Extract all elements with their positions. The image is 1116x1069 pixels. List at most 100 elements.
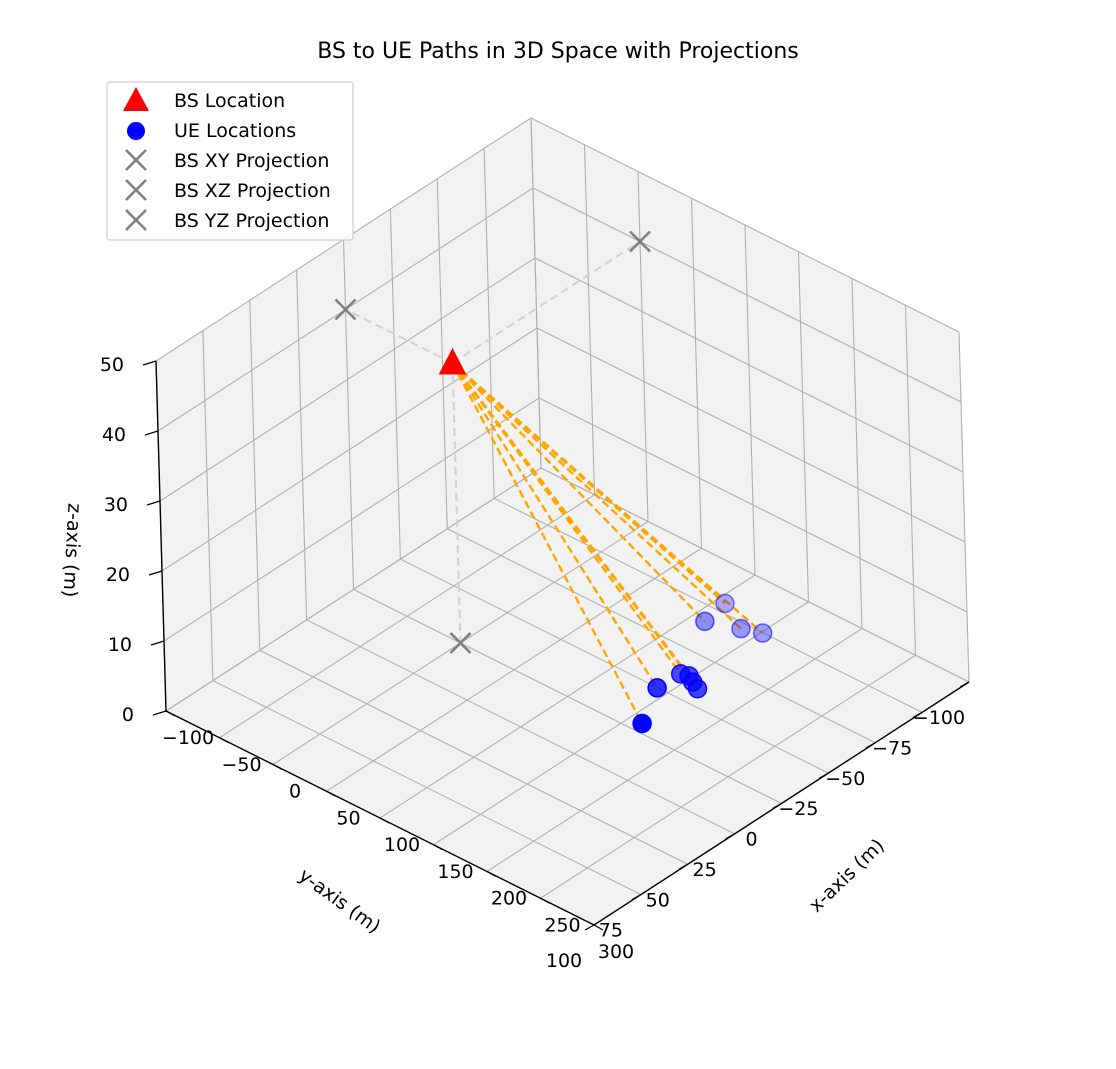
z-tick-label: 20: [106, 564, 130, 586]
bs-ue-path: [451, 362, 659, 689]
grid-line-x-wall: [904, 305, 917, 656]
legend-label: BS YZ Projection: [174, 210, 329, 232]
y-tick-mark: [819, 772, 829, 779]
grid-line-z-right-wall: [536, 327, 966, 543]
x-tick-mark: [486, 870, 497, 878]
y-tick-label: −25: [778, 798, 818, 820]
legend-label: UE Locations: [174, 120, 296, 142]
x-tick-mark: [165, 710, 176, 717]
x-tick-label: 200: [491, 888, 527, 910]
grid-line-x-wall: [744, 224, 756, 576]
projection-line-xy: [451, 362, 462, 644]
z-tick-label: 30: [104, 494, 128, 516]
bs-ue-paths: [451, 362, 764, 725]
grid-line-y-floor: [306, 619, 735, 835]
y-tick-mark: [912, 711, 923, 718]
grid-line-z-right-wall: [538, 397, 968, 613]
bs-marker-group: [438, 347, 467, 375]
legend-marker-projection: [125, 179, 147, 201]
grid-line-y-floor: [447, 528, 876, 744]
ue-marker: [632, 713, 652, 734]
z-axis-line: [155, 360, 167, 712]
grid-line-z-right-wall: [540, 467, 970, 683]
y-tick-mark: [631, 894, 642, 901]
grid-line-y-wall: [202, 330, 214, 681]
ue-markers: [632, 593, 773, 734]
y-tick-mark: [584, 924, 595, 931]
ue-marker: [731, 618, 751, 639]
grid-line-z-right-wall: [532, 187, 962, 403]
grid-line-x-wall: [797, 251, 810, 602]
legend-label: BS XY Projection: [174, 150, 329, 172]
z-tick-label: 50: [100, 354, 124, 376]
y-axis-label: y-axis (m): [295, 864, 385, 938]
grid-line-x-wall: [583, 144, 596, 495]
legend-marker-projection: [125, 209, 147, 231]
x-tick-label: −50: [221, 754, 261, 776]
grid-line-z-left-wall: [161, 327, 538, 572]
grid-line-y-floor: [212, 680, 642, 896]
grid-line-y-wall: [249, 300, 261, 651]
grid-line-z-left-wall: [165, 467, 542, 712]
y-tick-label: 50: [646, 889, 670, 911]
ue-marker: [687, 679, 708, 699]
bs-ue-path: [451, 362, 682, 675]
bs-ue-path: [451, 362, 706, 623]
x-tick-label: −100: [162, 727, 214, 749]
x-tick-mark: [272, 763, 283, 771]
x-tick-mark: [593, 924, 604, 931]
legend-marker-projection: [125, 149, 147, 171]
grid-line-z-right-wall: [534, 257, 964, 473]
z-tick-mark: [148, 570, 163, 576]
chart-title: BS to UE Paths in 3D Space with Projecti…: [317, 39, 798, 64]
bs-ue-path: [451, 362, 764, 634]
grid-line-y-floor: [400, 558, 829, 774]
x-tick-mark: [379, 817, 390, 824]
projection-line-yz: [345, 308, 453, 364]
bs-ue-path: [451, 362, 644, 725]
x-tick-label: 300: [598, 941, 634, 963]
z-tick-label: 10: [108, 634, 132, 656]
legend-marker-bs: [123, 87, 149, 111]
y-tick-mark: [865, 742, 876, 749]
bs-marker: [438, 347, 467, 375]
legend-label: BS Location: [174, 90, 285, 112]
ue-marker: [715, 593, 735, 614]
grid-line-y-wall: [530, 117, 542, 469]
x-tick-mark: [219, 737, 229, 744]
y-tick-mark: [678, 863, 689, 870]
legend-frame: [106, 81, 354, 241]
z-tick-mark: [150, 640, 165, 646]
grid-line-x-wall: [637, 171, 649, 522]
z-axis-label: z-axis (m): [59, 503, 86, 598]
grid-line-y-floor: [353, 589, 782, 804]
x-tick-label: 150: [437, 861, 473, 883]
grid-line-x-wall: [690, 198, 703, 549]
bs-xz-projection-marker: [629, 230, 651, 253]
y-tick-mark: [772, 802, 782, 810]
bs-yz-projection-marker: [334, 298, 357, 321]
y-tick-label: 0: [745, 829, 757, 851]
x-tick-label: 100: [384, 834, 420, 856]
z-tick-label: 0: [122, 704, 134, 726]
y-tick-label: 100: [546, 950, 582, 972]
bs-xy-projection-marker: [449, 632, 472, 654]
y-tick-label: 75: [599, 920, 623, 942]
x-tick-label: 0: [289, 781, 301, 803]
x-tick-mark: [540, 897, 550, 904]
z-tick-mark: [144, 430, 159, 436]
tick-labels: −100−50050100150200250300−100−75−50−2502…: [100, 354, 970, 972]
grid-line-z-left-wall: [159, 257, 536, 502]
projection-lines: [345, 240, 641, 644]
bs-ue-path: [451, 362, 742, 630]
x-tick-mark: [326, 790, 336, 797]
ue-marker: [695, 611, 715, 632]
grid-line-x-wall: [851, 278, 863, 629]
grid-line-x-wall: [958, 331, 970, 683]
y-tick-label: 25: [693, 859, 717, 881]
x-axis-label: x-axis (m): [805, 835, 889, 917]
z-tick-mark: [146, 500, 161, 506]
y-tick-label: −100: [913, 707, 965, 729]
grid-line-y-floor: [259, 649, 688, 865]
